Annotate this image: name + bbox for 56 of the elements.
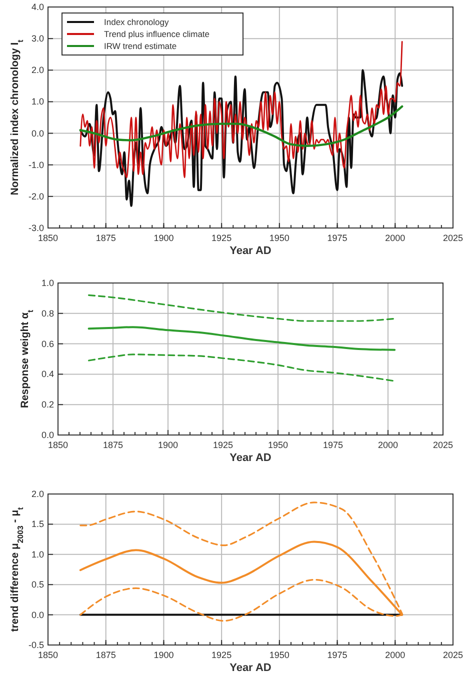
x-axis-title: Year AD xyxy=(230,662,272,674)
y-tick-label: 1.5 xyxy=(31,519,44,530)
y-tick-label: 0.0 xyxy=(31,610,44,620)
y-tick-label: 2.0 xyxy=(31,489,44,499)
y-tick-label: -1.0 xyxy=(28,160,44,170)
y-tick-label: 1.0 xyxy=(31,96,44,107)
x-tick-label: 1950 xyxy=(269,233,290,243)
y-tick-label: -2.0 xyxy=(28,191,44,202)
x-tick-label: 1975 xyxy=(327,233,348,243)
line-series xyxy=(79,69,404,207)
line-series xyxy=(88,294,396,322)
x-tick-label: 1850 xyxy=(48,440,68,450)
x-tick-label: 1875 xyxy=(96,650,116,660)
x-tick-label: 1850 xyxy=(38,650,58,660)
x-tick-label: 2025 xyxy=(432,440,454,450)
y-tick-label: 0.5 xyxy=(31,580,44,590)
legend-label: Index chronology xyxy=(104,17,170,27)
line-series xyxy=(88,326,396,351)
y-tick-label: 0.6 xyxy=(41,338,54,349)
y-tick-label: 0.0 xyxy=(41,430,54,440)
y-tick-label: 1.0 xyxy=(41,278,54,288)
y-tick-label: 1.0 xyxy=(31,549,44,560)
line-series xyxy=(79,105,404,148)
x-tick-label: 2000 xyxy=(385,233,406,243)
x-tick-label: 1900 xyxy=(154,650,174,660)
legend-label: Trend plus influence climate xyxy=(104,29,210,39)
y-tick-label: 2.0 xyxy=(31,65,44,76)
x-tick-label: 2025 xyxy=(442,650,464,660)
x-tick-label: 1875 xyxy=(96,233,116,243)
x-tick-label: 1925 xyxy=(212,233,232,243)
y-tick-label: 4.0 xyxy=(31,2,44,12)
x-tick-label: 1925 xyxy=(212,440,234,450)
x-tick-label: 1900 xyxy=(158,440,178,450)
x-axis-title: Year AD xyxy=(230,245,272,257)
y-tick-label: 0.0 xyxy=(31,128,44,138)
line-series xyxy=(88,354,396,382)
x-axis-title: Year AD xyxy=(230,452,272,464)
y-tick-label: 0.4 xyxy=(41,369,54,380)
x-tick-label: 2000 xyxy=(378,440,398,450)
y-tick-label: 3.0 xyxy=(31,34,44,44)
x-tick-label: 1850 xyxy=(38,233,58,243)
x-tick-label: 1875 xyxy=(102,440,124,450)
x-tick-label: 1925 xyxy=(212,650,232,660)
x-tick-label: 2025 xyxy=(442,233,464,243)
x-tick-label: 1975 xyxy=(322,440,344,450)
x-tick-label: 1950 xyxy=(268,440,288,450)
x-tick-label: 1900 xyxy=(154,233,174,243)
y-tick-label: 0.2 xyxy=(41,400,54,410)
y-tick-label: -3.0 xyxy=(28,223,44,233)
line-series xyxy=(80,41,403,178)
x-tick-label: 1975 xyxy=(327,650,348,660)
x-tick-label: 1950 xyxy=(269,650,290,660)
legend-label: IRW trend estimate xyxy=(104,41,177,51)
y-tick-label: -0.5 xyxy=(28,640,44,650)
x-tick-label: 2000 xyxy=(385,650,406,660)
y-tick-label: 0.8 xyxy=(41,308,54,318)
